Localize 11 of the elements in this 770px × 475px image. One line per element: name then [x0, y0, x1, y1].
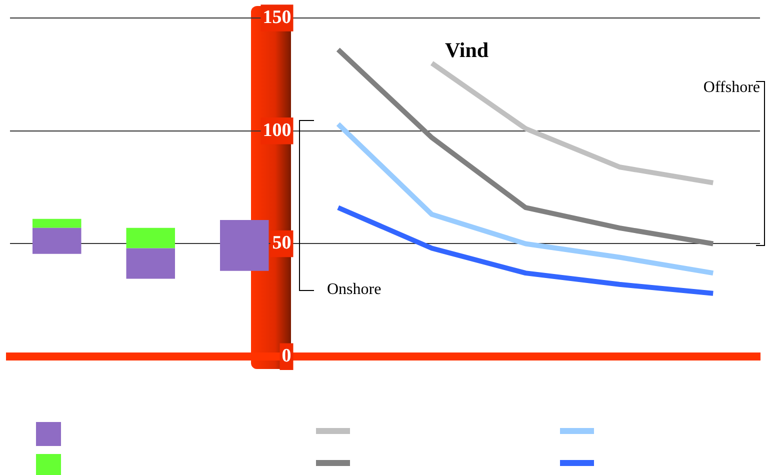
text: Vind — [445, 38, 489, 62]
y-tick-label: 100 — [262, 120, 292, 141]
y-tick-label: 0 — [282, 346, 292, 367]
y-tick-label: 50 — [272, 232, 292, 254]
annotation: Offshore — [703, 79, 760, 96]
bar — [126, 248, 175, 279]
bar — [32, 218, 82, 228]
annotation: Onshore — [327, 281, 382, 298]
bar — [126, 228, 175, 248]
bar — [32, 228, 82, 254]
y-tick-label: 150 — [262, 6, 292, 28]
